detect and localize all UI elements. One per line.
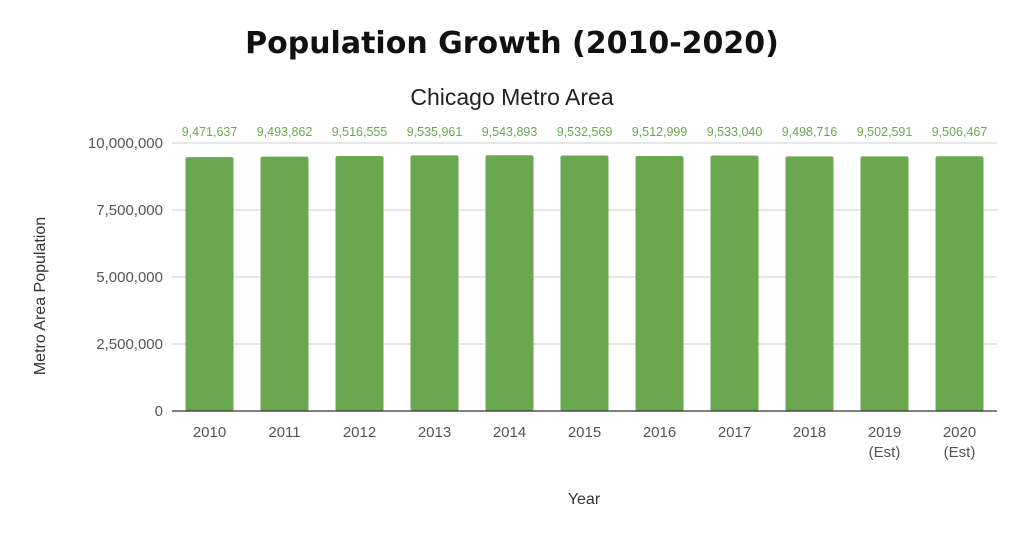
y-tick-label: 7,500,000 (96, 202, 163, 219)
data-label: 9,498,716 (782, 125, 838, 139)
y-axis-title: Metro Area Population (32, 217, 49, 375)
x-tick-label: 2010 (193, 424, 226, 441)
data-label: 9,512,999 (632, 125, 688, 139)
x-tick-label: 2019 (868, 424, 901, 441)
data-label: 9,533,040 (707, 125, 763, 139)
x-tick-label: 2014 (493, 424, 526, 441)
chart-subtitle: Chicago Metro Area (410, 84, 614, 110)
bar (410, 155, 459, 411)
x-tick-label: 2012 (343, 424, 376, 441)
data-label: 9,502,591 (857, 125, 913, 139)
data-label: 9,516,555 (332, 125, 388, 139)
data-label: 9,506,467 (932, 125, 988, 139)
x-axis-title: Year (568, 491, 601, 508)
y-tick-label: 0 (155, 403, 163, 420)
bar (260, 156, 309, 411)
bar (860, 156, 909, 411)
x-tick-label: (Est) (869, 444, 901, 461)
x-tick-label: 2011 (268, 424, 300, 441)
bar (635, 156, 684, 411)
bar (335, 155, 384, 411)
data-label: 9,493,862 (257, 125, 313, 139)
bar (560, 155, 609, 411)
chart-title: Population Growth (2010-2020) (245, 26, 779, 61)
bar (485, 155, 534, 411)
x-tick-label: 2020 (943, 424, 976, 441)
data-label: 9,535,961 (407, 125, 463, 139)
x-tick-label: 2018 (793, 424, 826, 441)
bar (185, 157, 234, 411)
bar (710, 155, 759, 411)
y-tick-label: 2,500,000 (96, 336, 163, 353)
x-tick-label: (Est) (944, 444, 976, 461)
y-tick-label: 5,000,000 (96, 269, 163, 286)
data-label: 9,532,569 (557, 125, 613, 139)
bar (785, 156, 834, 411)
data-label: 9,471,637 (182, 125, 238, 139)
x-tick-label: 2016 (643, 424, 676, 441)
y-tick-label: 10,000,000 (88, 135, 163, 152)
x-tick-label: 2015 (568, 424, 601, 441)
x-tick-label: 2017 (718, 424, 751, 441)
x-tick-label: 2013 (418, 424, 451, 441)
bar (935, 156, 984, 411)
data-label: 9,543,893 (482, 125, 538, 139)
